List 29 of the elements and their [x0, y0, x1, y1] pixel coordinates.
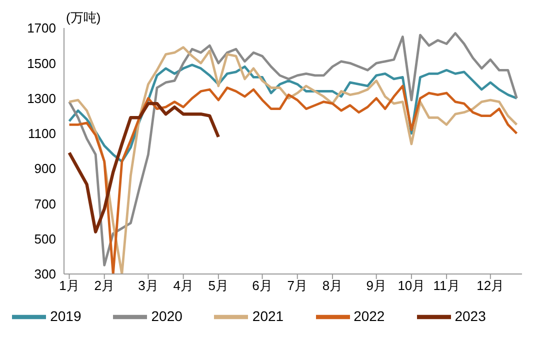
x-tick-label: 6月: [252, 278, 272, 294]
x-tick-label: 7月: [287, 278, 308, 294]
x-tick-label: 11月: [433, 278, 460, 294]
line-series: [68, 102, 220, 234]
x-tick-label: 10月: [398, 278, 426, 294]
y-tick-label: 500: [34, 231, 56, 246]
y-axis-title: (万吨): [66, 10, 101, 25]
legend-label: 2020: [151, 308, 182, 324]
x-tick-label: 3月: [138, 278, 158, 294]
legend-label: 2019: [50, 308, 82, 324]
x-tick-label: 4月: [173, 278, 194, 294]
line-series: [68, 64, 518, 163]
y-tick-label: 300: [34, 266, 56, 282]
y-tick-label: 1500: [27, 56, 56, 71]
x-tick-label: 1月: [59, 278, 80, 294]
y-tick-label: 700: [34, 196, 56, 212]
y-tick-label: 1700: [27, 20, 56, 36]
legend-label: 2023: [454, 308, 486, 324]
y-tick-label: 900: [34, 161, 56, 176]
line-series: [68, 84, 518, 274]
x-tick-label: 8月: [322, 278, 343, 294]
y-tick-label: 1300: [27, 90, 56, 106]
x-tick-label: 2月: [94, 278, 114, 294]
x-tick-label: 5月: [208, 278, 229, 294]
x-tick-label: 9月: [366, 278, 386, 294]
legend-label: 2021: [252, 308, 284, 324]
legend-label: 2022: [354, 308, 385, 324]
y-tick-label: 1100: [28, 126, 56, 142]
x-tick-label: 12月: [476, 278, 504, 294]
